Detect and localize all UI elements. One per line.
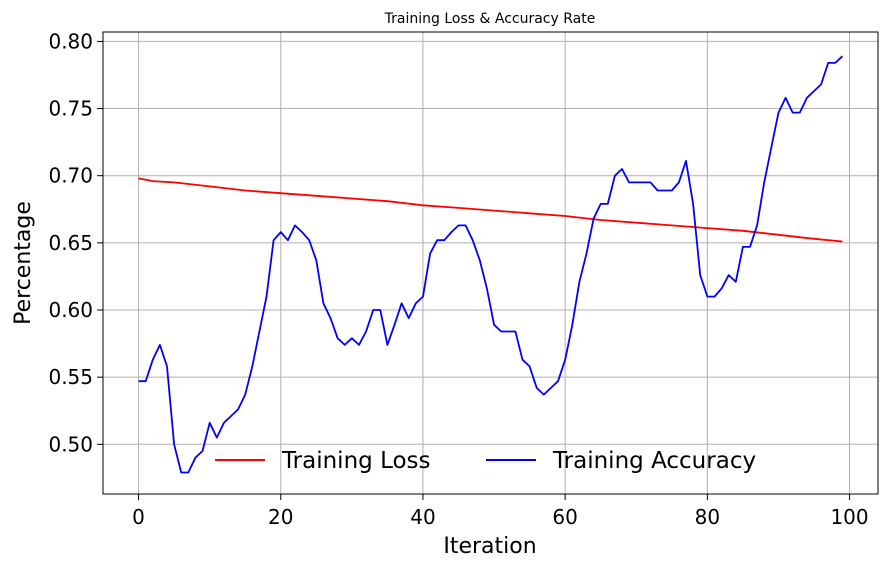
y-tick-label: 0.70 [48,164,93,188]
series-line-training-loss [138,177,843,243]
y-tick-label: 0.75 [48,97,93,121]
x-tick-label: 100 [830,505,868,529]
x-tick-label: 40 [410,505,435,529]
series-line-training-accuracy [138,55,844,474]
x-tick-label: 80 [695,505,720,529]
legend-label: Training Loss [281,448,431,474]
y-tick-label: 0.60 [48,298,93,322]
x-axis-label: Iteration [443,534,536,559]
y-tick-label: 0.50 [48,432,93,456]
series-lines [138,55,844,474]
axis-ticks: 0 20 40 60 80 100 0.50 0.55 0.60 0.65 0.70 0.75 0.80 [48,29,868,529]
x-tick-label: 20 [268,505,293,529]
y-tick-label: 0.80 [48,29,93,53]
chart-title: Training Loss & Accuracy Rate [384,11,596,27]
y-tick-label: 0.65 [48,231,93,255]
y-axis-label: Percentage [11,201,36,325]
legend: Training Loss Training Accuracy [215,448,756,474]
y-tick-label: 0.55 [48,365,93,389]
grid [103,32,878,494]
x-tick-label: 60 [552,505,577,529]
legend-entry: Training Accuracy [486,448,756,474]
plot-frame [102,31,879,495]
legend-label: Training Accuracy [552,448,756,474]
x-tick-label: 0 [132,505,145,529]
legend-entry: Training Loss [215,448,431,474]
